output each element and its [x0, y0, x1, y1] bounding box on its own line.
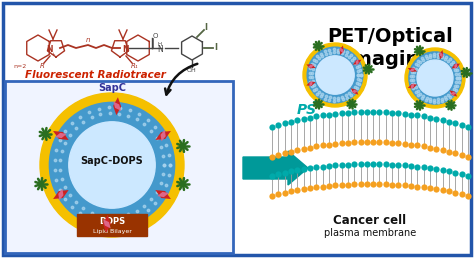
- Text: R: R: [39, 63, 45, 69]
- Circle shape: [405, 48, 465, 108]
- Circle shape: [181, 182, 185, 186]
- Polygon shape: [351, 90, 358, 93]
- Polygon shape: [439, 52, 443, 58]
- Text: n: n: [86, 37, 90, 43]
- Polygon shape: [339, 45, 344, 55]
- Circle shape: [417, 60, 453, 96]
- Polygon shape: [351, 88, 358, 95]
- Text: H: H: [158, 42, 162, 46]
- Circle shape: [69, 122, 155, 208]
- Circle shape: [465, 71, 467, 74]
- Text: N: N: [47, 45, 53, 54]
- Polygon shape: [155, 131, 171, 140]
- Polygon shape: [439, 50, 443, 60]
- Text: Fluorescent Radiotracer: Fluorescent Radiotracer: [25, 70, 165, 80]
- Text: Cancer cell: Cancer cell: [333, 214, 407, 227]
- Circle shape: [43, 132, 47, 136]
- Text: I: I: [215, 44, 218, 52]
- Circle shape: [49, 102, 174, 228]
- Text: DOPS: DOPS: [99, 217, 125, 227]
- Circle shape: [449, 104, 452, 107]
- Bar: [5, 81, 233, 253]
- Circle shape: [316, 56, 354, 94]
- Text: N: N: [157, 44, 163, 53]
- Text: R₁: R₁: [131, 63, 139, 69]
- Polygon shape: [454, 63, 457, 69]
- Polygon shape: [103, 215, 111, 233]
- Polygon shape: [450, 92, 457, 95]
- Polygon shape: [308, 65, 314, 68]
- Text: OH: OH: [187, 68, 197, 72]
- Polygon shape: [53, 190, 69, 199]
- Circle shape: [366, 68, 370, 71]
- Polygon shape: [449, 90, 457, 97]
- Text: SapC: SapC: [98, 83, 126, 93]
- Circle shape: [350, 102, 354, 106]
- Text: N: N: [123, 45, 129, 54]
- Polygon shape: [408, 68, 417, 72]
- Text: PS: PS: [297, 103, 317, 117]
- Text: SapC-DOPS: SapC-DOPS: [81, 156, 143, 166]
- Polygon shape: [356, 59, 359, 66]
- Polygon shape: [411, 83, 414, 89]
- Text: O: O: [152, 33, 158, 39]
- Polygon shape: [157, 192, 169, 197]
- Text: +: +: [51, 52, 55, 57]
- Circle shape: [409, 52, 461, 104]
- Polygon shape: [113, 97, 121, 115]
- Text: I: I: [204, 23, 208, 33]
- Polygon shape: [340, 47, 343, 53]
- Circle shape: [317, 102, 320, 106]
- Text: n=2: n=2: [13, 63, 27, 69]
- FancyArrow shape: [243, 151, 308, 185]
- Circle shape: [418, 104, 421, 107]
- Circle shape: [40, 93, 184, 237]
- Polygon shape: [353, 60, 362, 65]
- Circle shape: [418, 49, 421, 52]
- Polygon shape: [451, 63, 460, 69]
- Polygon shape: [103, 219, 111, 228]
- Polygon shape: [408, 84, 417, 88]
- Polygon shape: [113, 102, 121, 111]
- Circle shape: [303, 43, 367, 107]
- Polygon shape: [155, 190, 171, 199]
- Text: plasma membrane: plasma membrane: [324, 228, 416, 238]
- Polygon shape: [53, 131, 69, 140]
- Polygon shape: [306, 64, 316, 68]
- Polygon shape: [161, 130, 166, 141]
- Polygon shape: [409, 68, 416, 71]
- Polygon shape: [58, 189, 64, 200]
- Circle shape: [181, 144, 185, 148]
- Polygon shape: [55, 133, 67, 138]
- Circle shape: [39, 182, 43, 186]
- Polygon shape: [306, 82, 316, 86]
- Text: PET/Optical
imaging: PET/Optical imaging: [327, 27, 453, 69]
- Bar: [77, 214, 147, 236]
- Polygon shape: [310, 80, 312, 87]
- Circle shape: [317, 44, 320, 47]
- Text: Lipid Bilayer: Lipid Bilayer: [92, 229, 131, 233]
- Circle shape: [307, 47, 363, 103]
